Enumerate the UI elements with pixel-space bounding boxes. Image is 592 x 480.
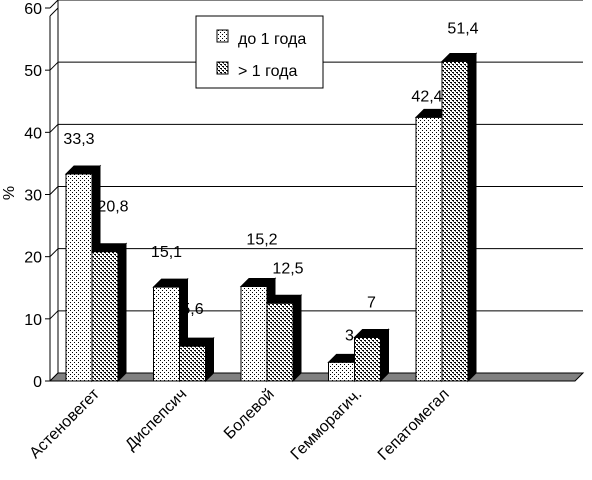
data-label: 3: [345, 327, 354, 344]
bar-side: [380, 328, 389, 383]
y-tick-label: 50: [24, 63, 42, 80]
data-label: 5,6: [181, 301, 203, 318]
data-label: 20,8: [97, 199, 128, 216]
x-axis-labels: Астеновегет Диспепсич Болевой Геммoрагич. Ге…: [27, 385, 453, 464]
y-tick-label: 30: [24, 188, 42, 205]
data-labels: 33,3 20,8 15,1 5,6 15,2 12,5 37 42,4 51,4: [63, 20, 478, 344]
bar-series-1: [65, 173, 93, 382]
gridline-side: [49, 123, 59, 133]
bar-series-2: [441, 60, 469, 382]
legend-label-series-1: до 1 года: [238, 31, 306, 48]
data-label: 51,4: [447, 20, 478, 37]
bar-series-2: [354, 336, 381, 382]
y-tick-label: 10: [24, 312, 42, 329]
x-tick-label: Геммoрагич.: [288, 386, 366, 464]
y-tick-label: 40: [24, 125, 42, 142]
x-tick-label: Болевой: [221, 386, 278, 443]
y-tick-label: 0: [33, 374, 42, 391]
gridline-side: [49, 0, 59, 9]
bar-series-2: [179, 345, 206, 382]
x-tick-label: Диспепсич: [122, 386, 190, 454]
gridline-side: [49, 248, 59, 258]
legend-box: [195, 15, 324, 89]
bar-series-1: [240, 286, 268, 382]
bar-series-1: [415, 116, 443, 382]
bars: [64, 52, 478, 383]
gridline-side: [49, 310, 59, 320]
y-axis-top: [49, 7, 59, 17]
x-tick-label: Гепатомегал: [375, 386, 453, 464]
y-axis: 0 10 20 30 40 50 60: [24, 1, 59, 391]
legend-swatch-series-2: [216, 61, 229, 75]
bar-side: [467, 52, 477, 383]
gridline-side: [49, 61, 59, 71]
data-label: 42,4: [411, 88, 442, 105]
bar-series-1: [153, 286, 180, 382]
data-label: 12,5: [272, 260, 303, 277]
gridline-side: [49, 186, 59, 195]
legend-label-series-2: > 1 года: [238, 63, 298, 80]
data-label: 15,1: [151, 244, 182, 261]
bar-series-1: [328, 361, 355, 382]
y-tick-label: 60: [24, 1, 42, 18]
legend-swatch-series-1: [216, 29, 229, 43]
bar-side: [117, 242, 127, 383]
chart-floor: [48, 372, 585, 382]
bar-side: [292, 294, 302, 383]
y-tick-label: 20: [24, 250, 42, 267]
data-label: 15,2: [246, 232, 277, 249]
bar-series-2: [266, 302, 294, 382]
legend: до 1 года > 1 года: [195, 15, 324, 89]
data-label: 33,3: [63, 131, 94, 148]
data-label: 7: [367, 294, 376, 311]
floor-plane: [48, 372, 585, 382]
y-axis-title: %: [1, 186, 18, 200]
x-tick-label: Астеновегет: [27, 385, 104, 462]
bar-series-2: [91, 251, 119, 382]
